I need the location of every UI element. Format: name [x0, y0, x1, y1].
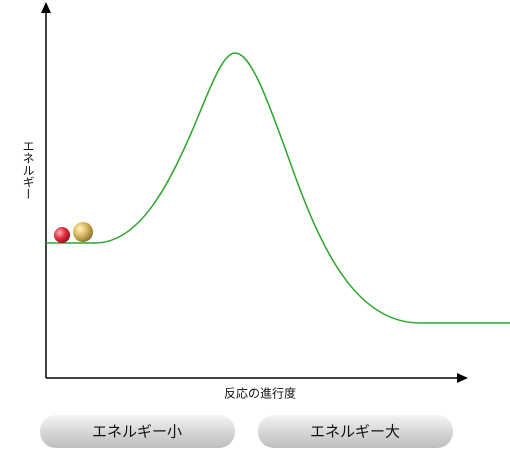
button-label[interactable]: エネルギー小: [92, 423, 182, 441]
red-ball: [54, 227, 70, 243]
y-axis-label: エネルギー: [21, 140, 35, 200]
diagram: エネルギー 反応の進行度 エネルギー小 エネルギー大: [0, 0, 510, 456]
button-high[interactable]: エネルギー大: [258, 415, 453, 448]
button-label[interactable]: エネルギー大: [310, 423, 400, 441]
y-arrow: [41, 2, 51, 13]
gold-ball: [73, 222, 93, 242]
x-axis-label: 反応の進行度: [224, 386, 296, 401]
x-arrow: [457, 373, 468, 383]
button-low[interactable]: エネルギー小: [40, 415, 235, 448]
page: エネルギー 反応の進行度 エネルギー小 エネルギー大 (() => { cons…: [0, 0, 510, 456]
energy-curve: [46, 53, 510, 323]
